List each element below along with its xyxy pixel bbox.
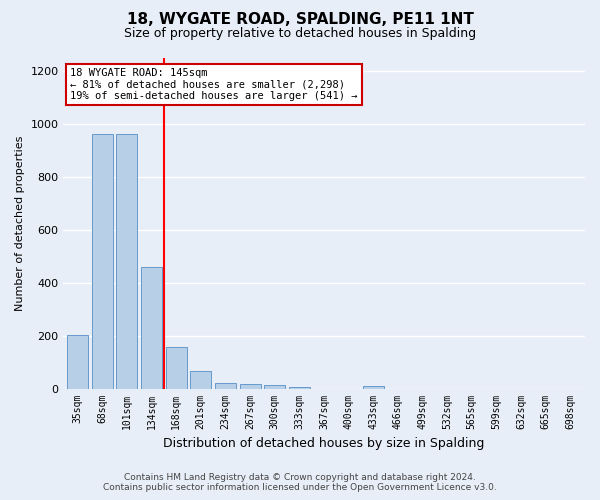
X-axis label: Distribution of detached houses by size in Spalding: Distribution of detached houses by size … [163,437,485,450]
Bar [239,384,260,389]
Bar [92,134,113,389]
Bar [363,386,383,389]
Bar [141,267,162,389]
Text: Contains HM Land Registry data © Crown copyright and database right 2024.
Contai: Contains HM Land Registry data © Crown c… [103,473,497,492]
Bar [116,134,137,389]
Bar [215,382,236,389]
Text: 18, WYGATE ROAD, SPALDING, PE11 1NT: 18, WYGATE ROAD, SPALDING, PE11 1NT [127,12,473,28]
Bar [190,370,211,389]
Text: 18 WYGATE ROAD: 145sqm
← 81% of detached houses are smaller (2,298)
19% of semi-: 18 WYGATE ROAD: 145sqm ← 81% of detached… [70,68,358,102]
Bar [67,336,88,389]
Bar [289,386,310,389]
Text: Size of property relative to detached houses in Spalding: Size of property relative to detached ho… [124,28,476,40]
Y-axis label: Number of detached properties: Number of detached properties [15,136,25,311]
Bar [264,385,285,389]
Bar [166,347,187,389]
